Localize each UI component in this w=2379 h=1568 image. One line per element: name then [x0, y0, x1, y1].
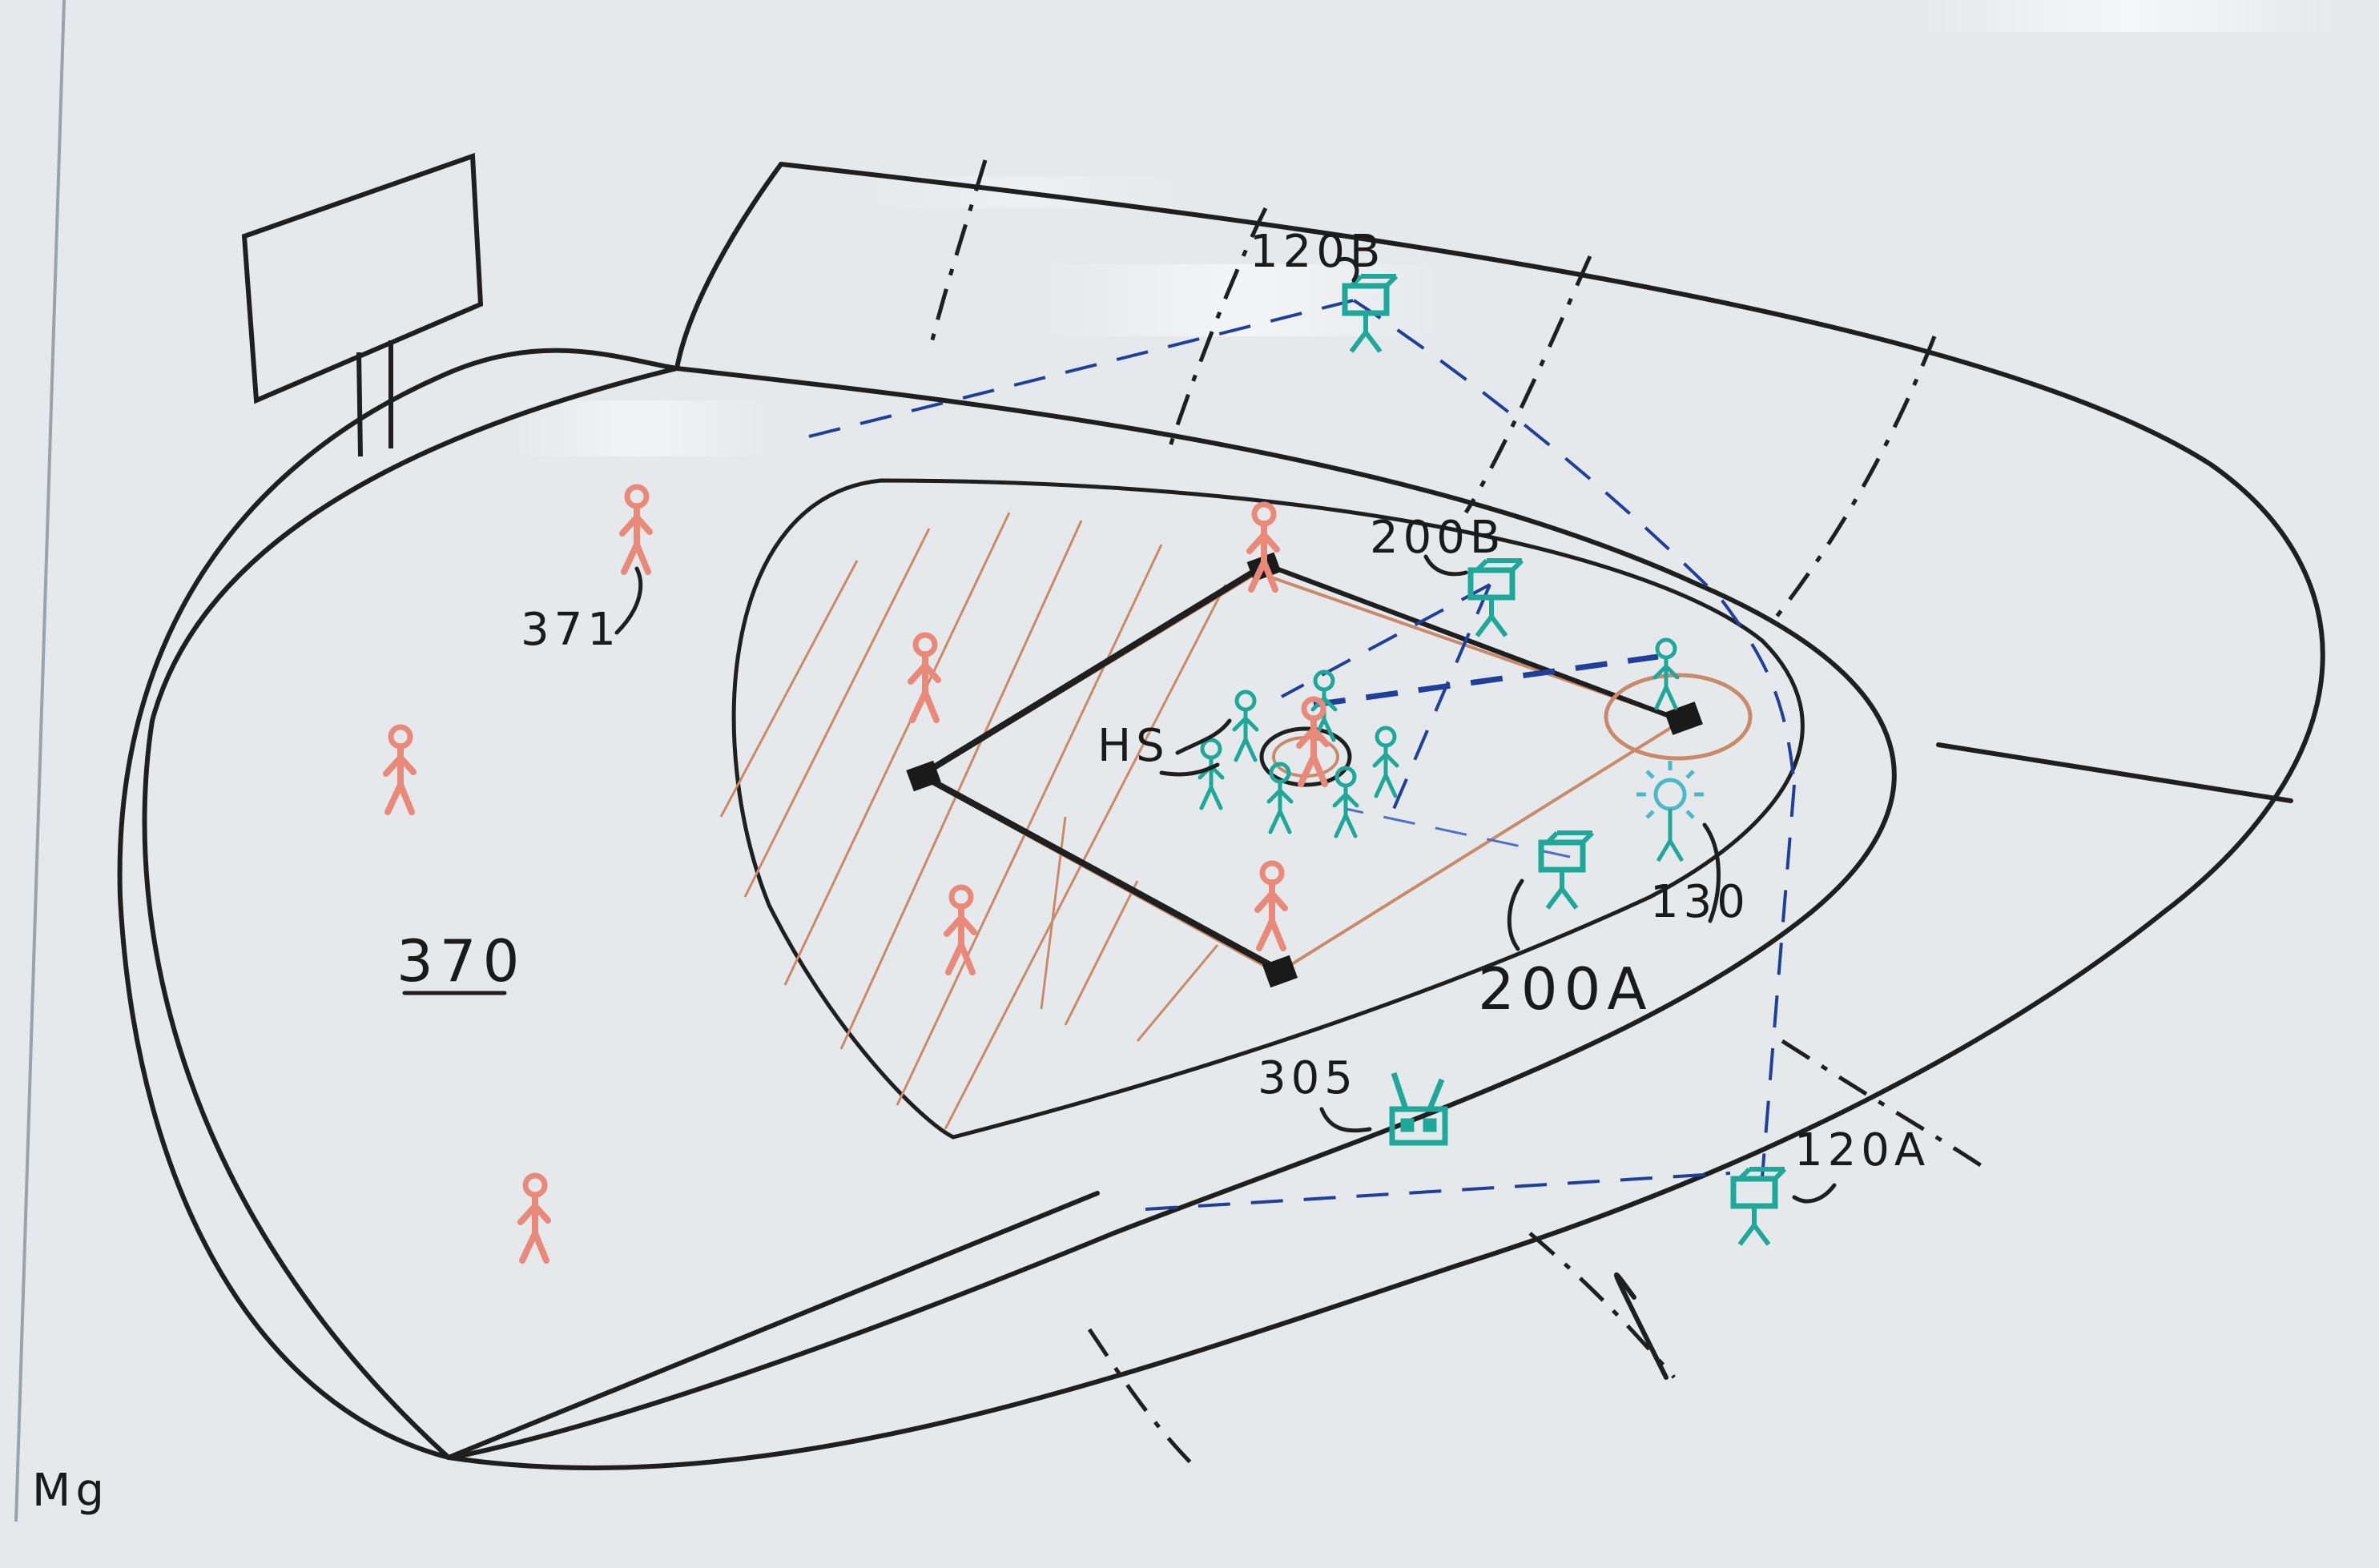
label-tv-305: 305: [1258, 1052, 1358, 1104]
camera-sightlines: [808, 299, 1796, 1211]
label-camera-200b: 200B: [1370, 512, 1505, 564]
hatched-area: [719, 512, 1227, 1130]
leader-lines: [402, 256, 1837, 1204]
infield-oval: [731, 478, 1805, 1140]
camera-icon: [1471, 561, 1522, 636]
infield-diamond: [915, 561, 1753, 975]
label-light-130: 130: [1650, 876, 1750, 928]
label-area-370: 370: [396, 927, 525, 995]
person-icon: [521, 1176, 548, 1260]
label-camera-200a: 200A: [1478, 955, 1653, 1023]
label-corner-mark: Mg: [32, 1465, 109, 1517]
person-icon: [622, 487, 650, 572]
person-icon: [911, 635, 938, 720]
board-glare: [513, 0, 2339, 456]
camera-icon: [1541, 833, 1592, 908]
camera-icon: [1733, 1169, 1785, 1244]
person-icon: [1200, 740, 1222, 808]
section-dividers: [927, 159, 1988, 1467]
light-icon: [1636, 761, 1704, 862]
tv-icon: [1389, 1071, 1448, 1146]
person-icon: [947, 887, 974, 972]
billboard-icon: [241, 152, 484, 457]
label-camera-120a: 120A: [1794, 1124, 1930, 1176]
person-icon: [1655, 640, 1677, 708]
label-person-371: 371: [521, 604, 621, 656]
person-icon: [1334, 768, 1357, 836]
person-icon: [1269, 764, 1291, 832]
person-icon: [1258, 863, 1285, 948]
board-edge: [14, 0, 66, 1522]
person-icon: [386, 727, 413, 812]
person-icon: [1375, 728, 1397, 796]
red-people: [386, 487, 1326, 1260]
label-camera-120b: 120B: [1250, 226, 1385, 278]
person-icon: [1234, 692, 1257, 760]
label-hs: HS: [1097, 720, 1169, 772]
camera-icon: [1345, 276, 1396, 352]
person-icon: [1299, 699, 1326, 784]
stadium-outline: [117, 162, 2325, 1470]
